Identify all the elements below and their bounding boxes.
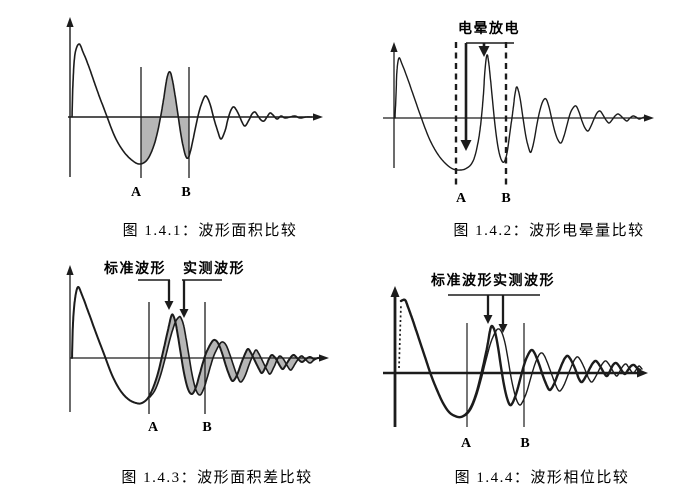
figure-caption-3: 图 1.4.3：波形面积差比较 — [121, 470, 313, 486]
marker-a-label: A — [148, 420, 159, 435]
measured-pointer-arrow-head — [498, 324, 508, 333]
phase-comparison-diagram: 标准波形 实测波形 A B — [383, 272, 648, 451]
marker-a-label: A — [131, 185, 142, 200]
dotted-initial-rise — [398, 303, 402, 369]
area-difference-shading — [153, 314, 316, 395]
marker-b-label: B — [501, 191, 510, 206]
marker-a-label: A — [461, 436, 472, 451]
shaded-area — [141, 71, 189, 164]
standard-waveform — [399, 298, 642, 419]
y-axis-arrowhead — [390, 42, 398, 52]
waveform — [71, 43, 313, 165]
waveform — [394, 54, 649, 171]
marker-b-label: B — [202, 420, 211, 435]
figure-caption-2: 图 1.4.2：波形电晕量比较 — [453, 223, 645, 239]
x-axis-arrowhead — [319, 354, 329, 362]
measured-pointer-arrow-head — [179, 309, 189, 318]
standard-waveform-label: 标准波形 — [103, 260, 166, 277]
panel-phase-comparison: 标准波形 实测波形 A B 图 1.4.4：波形相位比较 — [349, 247, 698, 495]
y-axis-arrowhead — [66, 265, 74, 275]
standard-pointer-arrow-head — [164, 301, 174, 310]
area-difference-comparison-diagram: 标准波形 实测波形 A B — [66, 260, 329, 435]
corona-comparison-diagram: 电晕放电 A B — [383, 20, 654, 206]
corona-arrow-long-head — [460, 140, 472, 151]
marker-b-label: B — [181, 185, 190, 200]
x-axis-arrowhead — [313, 113, 323, 121]
standard-waveform-label: 标准波形 — [430, 272, 493, 289]
marker-b-label: B — [520, 436, 529, 451]
y-axis-arrowhead — [66, 17, 74, 27]
y-axis-arrowhead — [390, 286, 400, 297]
panel-corona-comparison: 电晕放电 A B 图 1.4.2：波形电晕量比较 — [349, 0, 698, 247]
measured-waveform — [149, 315, 323, 398]
measured-waveform-label: 实测波形 — [183, 260, 245, 277]
standard-pointer-arrow-head — [483, 315, 493, 324]
figure-caption-1: 图 1.4.1：波形面积比较 — [122, 223, 298, 239]
corona-discharge-label: 电晕放电 — [458, 20, 520, 37]
corona-arrow-short-head — [478, 46, 490, 57]
marker-a-label: A — [456, 191, 467, 206]
standard-waveform — [71, 286, 323, 405]
panel-area-difference-comparison: 标准波形 实测波形 A B 图 1.4.3：波形面积差比较 — [0, 247, 349, 495]
x-axis-arrowhead — [644, 114, 654, 122]
measured-waveform — [460, 328, 643, 418]
figure-caption-4: 图 1.4.4：波形相位比较 — [454, 470, 630, 486]
measured-waveform-label: 实测波形 — [493, 272, 555, 289]
